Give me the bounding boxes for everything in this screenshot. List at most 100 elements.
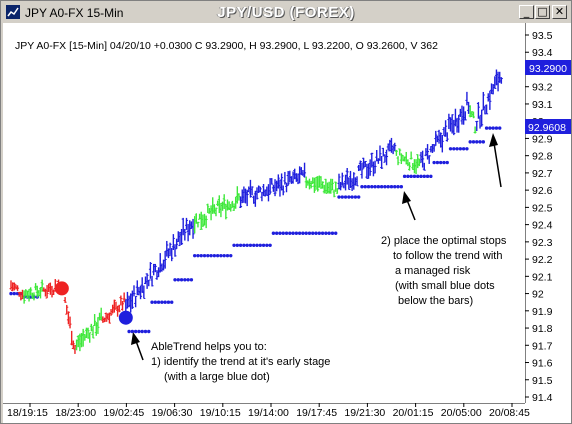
stop-price-text: 92.9608 (528, 122, 566, 134)
stop-dot (389, 184, 394, 189)
stop-dot (376, 184, 381, 189)
chart-title: JPY/USD (FOREX) (217, 4, 355, 21)
stop-dot (137, 329, 141, 334)
stop-dot (248, 243, 253, 248)
stop-dot (206, 253, 210, 258)
close-button[interactable]: ✕ (552, 5, 567, 19)
stop-dot (9, 291, 13, 296)
arrow-icon (489, 133, 502, 188)
stop-dot (212, 253, 217, 258)
stop-dot (330, 231, 335, 235)
x-tick-label: 19/14:00 (248, 407, 289, 419)
stop-dot (471, 140, 476, 144)
x-tick-label: 19/02:45 (103, 407, 144, 419)
x-tick-label: 19/06:30 (152, 407, 193, 419)
y-tick-label: 92.3 (532, 237, 553, 249)
stop-dot (274, 231, 279, 235)
stop-dot (412, 174, 417, 179)
signal-dot (54, 281, 69, 296)
entry-note-line: 1) identify the trend at it's early stag… (151, 356, 330, 368)
stop-dot (416, 174, 420, 179)
stop-dot (448, 147, 453, 151)
y-tick-label: 92 (532, 289, 544, 301)
stop-dot (255, 243, 259, 248)
y-tick-label: 91.6 (532, 358, 553, 370)
stop-dot (245, 243, 249, 248)
stop-dot (297, 231, 302, 235)
stop-dot (340, 195, 344, 199)
y-tick-label: 92.7 (532, 168, 553, 180)
stop-dot (429, 174, 433, 179)
stop-dot (278, 231, 282, 235)
stop-dot (268, 243, 272, 248)
stop-dot (219, 253, 223, 258)
stop-dot (498, 126, 502, 130)
stop-dot (232, 243, 236, 248)
entry-note-line: (with a large blue dot) (164, 371, 270, 383)
y-tick-label: 91.5 (532, 375, 553, 387)
stop-dot (383, 184, 387, 189)
stop-dot (438, 160, 443, 165)
price-chart-plot[interactable]: JPY A0-FX [15-Min] 04/20/10 +0.0300 C 93… (3, 23, 525, 403)
stop-dot (468, 140, 472, 144)
y-tick-label: 91.7 (532, 340, 553, 352)
stop-dot (327, 231, 331, 235)
stop-dot (422, 174, 426, 179)
stop-dot (294, 231, 299, 235)
chart-info-line: JPY A0-FX [15-Min] 04/20/10 +0.0300 C 93… (15, 40, 438, 52)
x-tick-label: 19/17:45 (296, 407, 337, 419)
stop-dot (301, 231, 305, 235)
price-axis: 93.593.493.393.293.19392.992.892.792.692… (525, 23, 571, 403)
stop-dot (425, 174, 430, 179)
signal-dots (54, 281, 133, 325)
stop-dot (288, 231, 292, 235)
stop-dot (271, 231, 276, 235)
stop-dot (406, 174, 410, 179)
stop-dot (396, 184, 400, 189)
stop-dot (356, 195, 361, 199)
stop-dot (143, 329, 148, 334)
arrow-icon (131, 332, 144, 361)
last-price-label: 93.2900 (525, 60, 571, 75)
stop-dot (461, 147, 466, 151)
stop-dot (488, 126, 492, 130)
stop-dot (176, 278, 180, 282)
maximize-button[interactable]: □ (535, 5, 550, 19)
window-title: JPY A0-FX 15-Min (25, 6, 124, 20)
stop-dot (179, 278, 184, 282)
y-tick-label: 92.1 (532, 271, 553, 283)
stop-dot (192, 253, 197, 258)
stop-dot (334, 231, 338, 235)
y-tick-label: 92.9 (532, 133, 553, 145)
y-tick-label: 91.8 (532, 323, 553, 335)
stop-price-label: 92.9608 (525, 119, 571, 134)
y-tick-label: 92.4 (532, 220, 553, 232)
stop-dot (153, 300, 158, 304)
y-tick-label: 93.4 (532, 47, 553, 59)
stops-note-line: 2) place the optimal stops (381, 235, 507, 247)
last-price-text: 93.2900 (529, 63, 567, 75)
stop-dot (156, 300, 161, 304)
stop-dot (452, 147, 456, 151)
y-tick-label: 92.2 (532, 254, 553, 266)
stops-note-line: below the bars) (398, 295, 473, 307)
stop-dot (12, 291, 16, 296)
stop-dot (432, 160, 436, 165)
stop-dot (491, 126, 495, 130)
title-bar[interactable]: JPY A0-FX 15-Min JPY/USD (FOREX) _ □ ✕ (3, 3, 569, 22)
stop-dot (281, 231, 285, 235)
stop-dot (307, 231, 312, 235)
y-tick-label: 91.9 (532, 306, 553, 318)
stop-dot (478, 140, 482, 144)
stop-dot (166, 300, 171, 304)
entry-annotation: AbleTrend helps you to: 1) identify the … (151, 341, 330, 383)
stop-dot (419, 174, 423, 179)
minimize-button[interactable]: _ (519, 5, 534, 19)
stop-dot (209, 253, 213, 258)
stop-dot (337, 195, 341, 199)
stop-dot (320, 231, 325, 235)
y-tick-label: 93.2 (532, 82, 553, 94)
y-tick-label: 91.4 (532, 392, 553, 403)
stop-dot (127, 329, 131, 334)
stop-dot (435, 160, 440, 165)
